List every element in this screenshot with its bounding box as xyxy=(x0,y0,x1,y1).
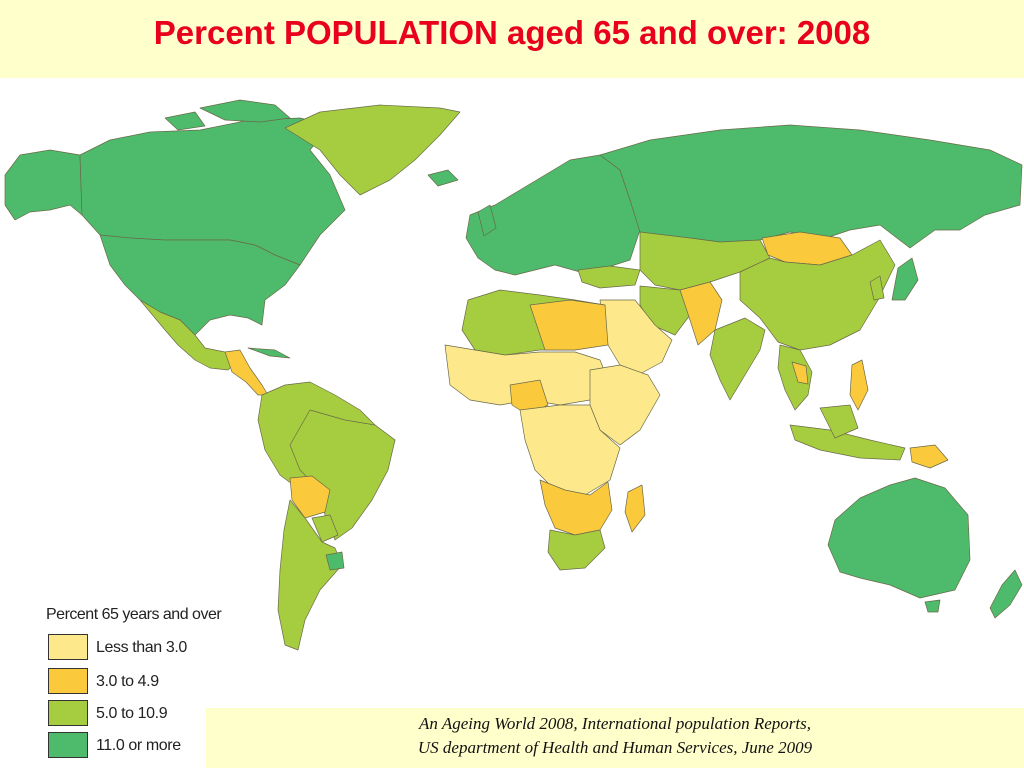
region-southeast-asia xyxy=(777,344,813,411)
legend-swatch xyxy=(48,700,88,726)
country-russia xyxy=(599,124,1023,249)
region-europe xyxy=(465,154,641,276)
country-uruguay xyxy=(325,551,345,571)
country-china xyxy=(739,239,896,351)
country-alaska xyxy=(4,149,83,221)
country-bolivia xyxy=(289,475,331,519)
region-southern-africa xyxy=(539,479,613,536)
country-new-zealand xyxy=(989,569,1023,619)
source-line-2: US department of Health and Human Servic… xyxy=(417,738,813,757)
country-uk xyxy=(477,204,497,237)
country-japan xyxy=(891,257,919,301)
legend-item-5-to-10-9: 5.0 to 10.9 xyxy=(46,700,246,730)
country-canada-islands xyxy=(199,99,291,123)
source-citation: An Ageing World 2008, International popu… xyxy=(206,708,1024,768)
legend-item-3-to-4-9: 3.0 to 4.9 xyxy=(46,668,246,698)
legend-label: Less than 3.0 xyxy=(96,639,187,656)
country-madagascar xyxy=(624,484,646,533)
region-laos-cambodia xyxy=(791,361,809,385)
page-title: Percent POPULATION aged 65 and over: 200… xyxy=(153,14,871,51)
legend-swatch xyxy=(48,634,88,660)
source-line-1: An Ageing World 2008, International popu… xyxy=(419,714,811,733)
country-canada-islands-2 xyxy=(164,111,206,131)
legend-item-11-or-more: 11.0 or more xyxy=(46,732,246,762)
legend-swatch xyxy=(48,732,88,758)
map-legend: Percent 65 years and over Less than 3.0 … xyxy=(44,604,244,768)
country-tasmania xyxy=(924,599,941,613)
country-iceland xyxy=(427,169,459,187)
country-australia xyxy=(827,477,971,599)
legend-label: 11.0 or more xyxy=(96,737,181,754)
country-borneo xyxy=(819,404,859,439)
country-korea xyxy=(869,275,885,301)
region-arabia xyxy=(599,299,673,376)
country-turkey xyxy=(577,265,641,289)
region-southern-cone xyxy=(277,499,343,651)
world-map xyxy=(4,99,1023,651)
country-brazil xyxy=(289,409,396,541)
legend-label: 5.0 to 10.9 xyxy=(96,705,168,722)
country-paraguay xyxy=(311,514,339,543)
country-philippines xyxy=(849,359,869,411)
country-india xyxy=(709,317,766,401)
legend-swatch xyxy=(48,668,88,694)
country-png xyxy=(909,444,949,469)
legend-title: Percent 65 years and over xyxy=(46,606,222,623)
title-banner: Percent POPULATION aged 65 and over: 200… xyxy=(0,0,1024,78)
country-greenland xyxy=(284,104,461,196)
region-central-africa xyxy=(519,404,621,496)
legend-item-less-than-3: Less than 3.0 xyxy=(46,634,246,664)
region-central-america xyxy=(224,349,269,396)
region-libya-egypt xyxy=(529,299,609,351)
legend-label: 3.0 to 4.9 xyxy=(96,673,159,690)
country-south-africa xyxy=(547,529,606,571)
region-cuba xyxy=(247,347,291,359)
